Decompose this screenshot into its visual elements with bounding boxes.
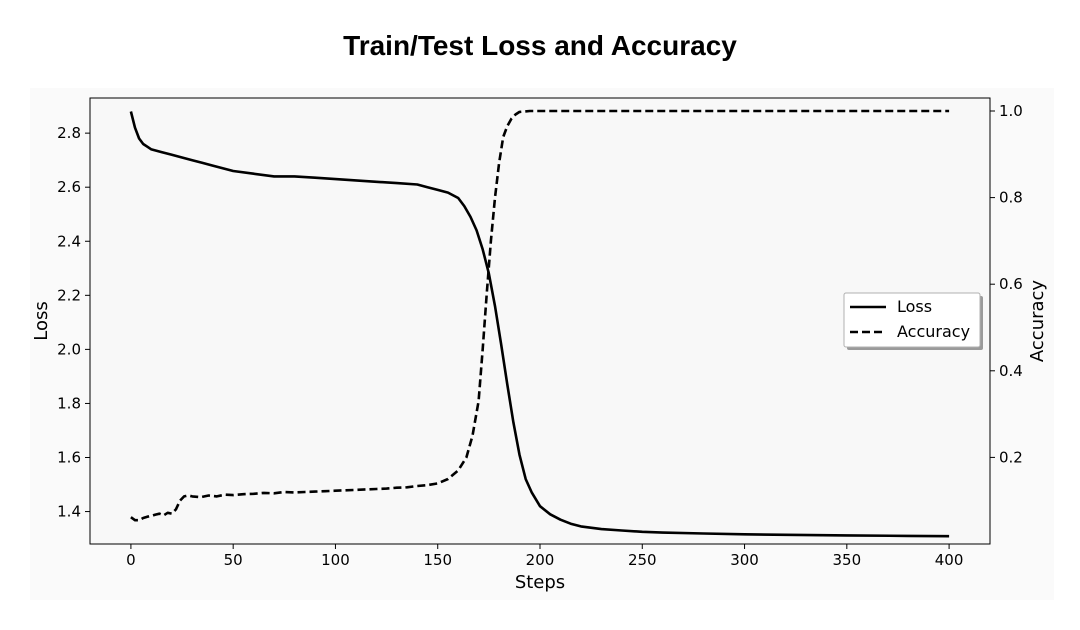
x-tick-label: 250 <box>628 551 657 569</box>
right-y-tick-label: 0.4 <box>999 362 1023 380</box>
x-tick-label: 50 <box>224 551 243 569</box>
left-y-tick-label: 2.4 <box>57 232 81 250</box>
legend: Loss Accuracy <box>843 292 983 350</box>
left-y-tick-label: 1.4 <box>57 503 81 521</box>
x-tick-label: 400 <box>935 551 964 569</box>
x-tick-label: 300 <box>730 551 759 569</box>
x-axis-label: Steps <box>515 572 565 593</box>
x-tick-label: 200 <box>526 551 555 569</box>
series-layer <box>129 109 950 538</box>
right-y-tick-label: 0.8 <box>999 189 1023 207</box>
left-y-tick-label: 2.8 <box>57 124 81 142</box>
right-y-axis: 0.2 0.4 0.6 0.8 1.0 <box>990 102 1023 466</box>
left-y-tick-label: 2.6 <box>57 178 81 196</box>
left-y-tick-label: 1.8 <box>57 394 81 412</box>
x-axis: 0 50 100 150 200 250 300 350 400 <box>126 544 963 569</box>
x-tick-label: 0 <box>126 551 136 569</box>
left-y-tick-label: 2.2 <box>57 286 81 304</box>
x-tick-label: 150 <box>423 551 452 569</box>
right-y-tick-label: 0.2 <box>999 448 1023 466</box>
legend-loss-label: Loss <box>897 297 932 316</box>
chart-title: Train/Test Loss and Accuracy <box>343 30 737 61</box>
legend-accuracy-label: Accuracy <box>897 322 970 341</box>
right-y-axis-label: Accuracy <box>1027 280 1048 363</box>
x-tick-label: 100 <box>321 551 350 569</box>
left-y-tick-label: 1.6 <box>57 449 81 467</box>
left-y-axis: 1.4 1.6 1.8 2.0 2.2 2.4 2.6 2.8 <box>57 124 90 521</box>
left-y-axis-label: Loss <box>31 301 52 340</box>
left-y-tick-label: 2.0 <box>57 340 81 358</box>
right-y-tick-label: 0.6 <box>999 275 1023 293</box>
right-y-tick-label: 1.0 <box>999 102 1023 120</box>
x-tick-label: 350 <box>832 551 861 569</box>
accuracy-series-line <box>130 109 950 522</box>
loss-series-line <box>129 111 950 538</box>
